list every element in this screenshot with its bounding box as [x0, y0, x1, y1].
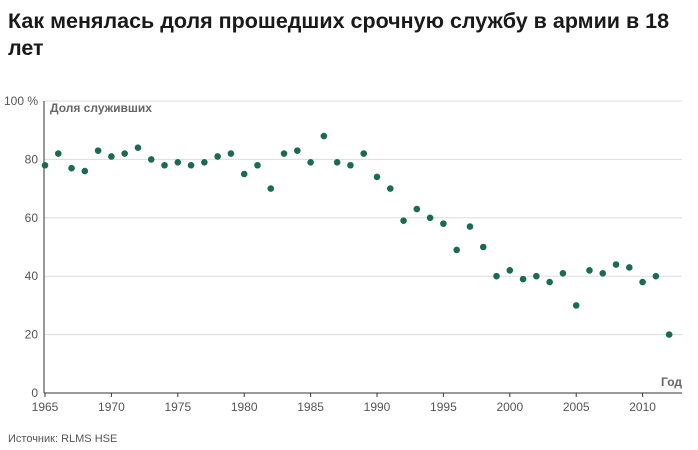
data-point: [466, 223, 474, 230]
data-point: [413, 205, 421, 213]
data-point: [493, 272, 500, 280]
x-tick-label: 2000: [496, 400, 523, 414]
x-tick-label: 1990: [364, 400, 391, 414]
x-axis-title: Год: [661, 375, 682, 389]
data-point: [586, 267, 593, 274]
data-point: [187, 161, 195, 169]
data-point: [347, 161, 354, 169]
y-tick-label: 0: [31, 386, 38, 400]
data-point: [174, 159, 182, 166]
data-point: [559, 269, 567, 277]
data-point: [572, 302, 580, 309]
data-point: [214, 153, 221, 160]
data-point: [652, 272, 660, 280]
y-tick-label: 60: [25, 211, 39, 225]
data-points: [41, 132, 673, 338]
data-point: [147, 156, 155, 163]
data-point: [665, 331, 673, 338]
x-tick-label: 1995: [430, 400, 457, 414]
x-tick-label: 1965: [32, 400, 59, 414]
data-point: [426, 214, 434, 222]
data-point: [546, 278, 553, 286]
source-note: Источник: RLMS HSE: [8, 433, 118, 445]
y-tick-label: 20: [25, 328, 39, 342]
data-point: [121, 150, 128, 157]
x-axis: [43, 101, 682, 397]
x-tick-label: 1975: [164, 400, 191, 414]
data-point: [108, 153, 115, 160]
data-point: [240, 170, 248, 178]
data-point: [227, 150, 235, 157]
data-point: [201, 159, 208, 166]
data-point: [453, 246, 460, 254]
data-point: [41, 161, 49, 169]
y-tick-label: 40: [25, 269, 39, 283]
data-point: [373, 173, 381, 181]
x-tick-label: 2005: [563, 400, 590, 414]
data-point: [626, 264, 633, 271]
x-tick-label: 1985: [297, 400, 324, 414]
data-point: [639, 278, 646, 286]
data-point: [134, 144, 142, 152]
data-point: [440, 220, 447, 227]
data-point: [479, 243, 487, 251]
data-point: [94, 147, 102, 154]
data-point: [81, 167, 89, 175]
y-tick-labels: 0 20 40 60 80 100 %: [4, 94, 38, 400]
data-point: [400, 217, 407, 225]
data-point: [161, 161, 168, 169]
data-point: [307, 159, 314, 166]
data-point: [612, 261, 620, 268]
data-point: [360, 150, 368, 157]
data-point: [280, 150, 288, 157]
data-point: [519, 275, 527, 283]
y-tick-label: 100 %: [4, 94, 38, 108]
data-point: [333, 159, 341, 166]
chart-title: Как менялась доля прошедших срочную служ…: [8, 9, 670, 60]
data-point: [506, 267, 514, 274]
data-point: [267, 185, 275, 192]
data-point: [320, 132, 328, 140]
x-tick-label: 2010: [629, 400, 656, 414]
gridlines: [44, 100, 682, 336]
data-point: [533, 272, 540, 280]
y-axis-title: Доля служивших: [50, 101, 152, 115]
data-point: [254, 161, 261, 169]
data-point: [599, 269, 607, 277]
data-point: [68, 164, 75, 172]
x-tick-label: 1970: [98, 400, 125, 414]
data-point: [294, 147, 301, 154]
data-point: [54, 150, 62, 157]
y-tick-label: 80: [25, 152, 39, 166]
data-point: [386, 185, 394, 192]
x-tick-labels: 1965 1970 1975 1980 1985 1990 1995 2000 2005 2010: [32, 400, 657, 414]
x-tick-label: 1980: [231, 400, 258, 414]
